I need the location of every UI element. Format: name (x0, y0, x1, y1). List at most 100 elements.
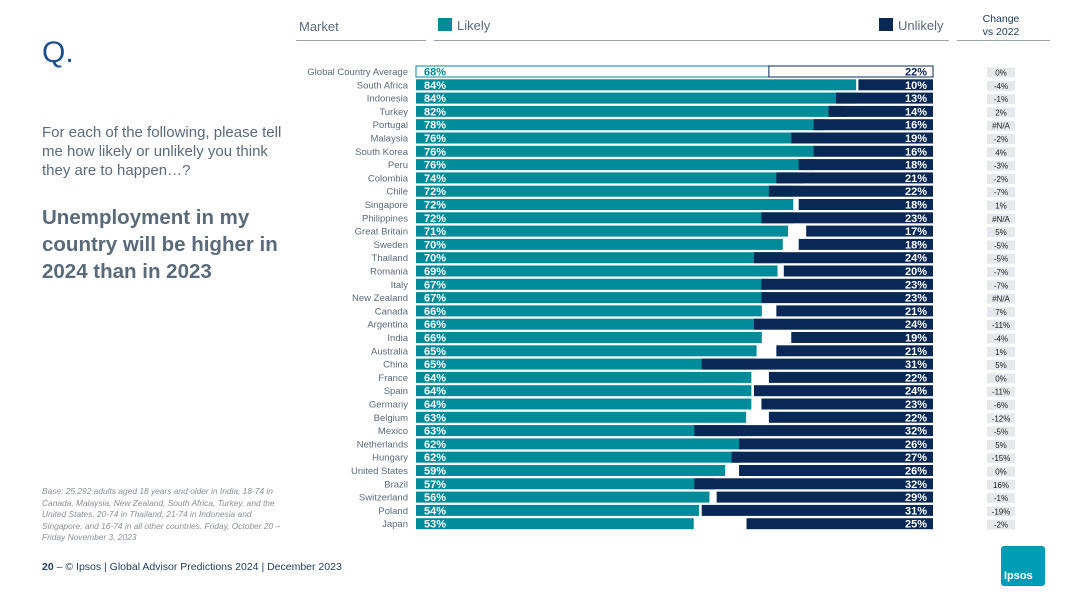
category-label: Hungary (372, 453, 408, 464)
change-value-label: 0% (995, 69, 1007, 78)
likely-bar (416, 425, 747, 437)
change-cell (987, 120, 1015, 131)
change-cell (987, 213, 1015, 224)
change-cell (987, 107, 1015, 118)
likely-bar (416, 119, 825, 131)
change-value-label: 5% (995, 228, 1007, 237)
likely-value-label: 65% (424, 359, 446, 371)
change-value-label: -2% (994, 175, 1008, 184)
unlikely-value-label: 18% (905, 239, 927, 251)
change-value-label: -5% (994, 255, 1008, 264)
likely-bar (416, 411, 747, 423)
likely-bar (416, 465, 726, 476)
change-value-label: #N/A (992, 295, 1010, 304)
change-cell (987, 267, 1015, 277)
change-cell (987, 400, 1015, 410)
likely-value-label: 76% (424, 133, 446, 145)
likely-value-label: 71% (424, 226, 446, 238)
likely-value-label: 70% (424, 239, 446, 251)
likely-value-label: 76% (424, 160, 446, 172)
change-cell (987, 426, 1015, 437)
footer: 20 – © Ipsos | Global Advisor Prediction… (42, 561, 342, 573)
unlikely-bar (746, 518, 933, 530)
category-label: Chile (386, 187, 408, 198)
likely-value-label: 63% (424, 412, 446, 424)
change-header-rule (957, 40, 1050, 41)
change-cell (987, 346, 1015, 357)
likely-bar (416, 332, 762, 343)
likely-value-label: 84% (424, 80, 446, 92)
change-value-label: -5% (994, 428, 1008, 437)
unlikely-value-label: 19% (905, 133, 927, 145)
unlikely-value-label: 22% (905, 412, 927, 424)
unlikely-legend-label: Unlikely (898, 18, 944, 33)
likely-bar (416, 265, 778, 277)
category-label: Romania (370, 267, 409, 278)
likely-bar (416, 438, 741, 450)
likely-value-label: 65% (424, 346, 446, 358)
change-header-line2: vs 2022 (982, 26, 1020, 38)
likely-value-label: 56% (424, 492, 446, 504)
unlikely-legend-swatch (879, 18, 893, 31)
change-value-label: -2% (994, 521, 1008, 530)
unlikely-bar (791, 332, 933, 343)
unlikely-value-label: 17% (905, 226, 927, 238)
likely-bar (416, 358, 757, 370)
change-cell (987, 200, 1015, 211)
change-value-label: -12% (992, 414, 1011, 423)
category-label: Netherlands (357, 439, 408, 450)
unlikely-value-label: 22% (905, 372, 927, 384)
change-value-label: -6% (994, 401, 1008, 410)
change-cell (987, 293, 1015, 304)
ipsos-logo (1001, 546, 1045, 586)
change-cell (987, 439, 1015, 450)
likely-value-label: 82% (424, 106, 446, 118)
change-value-label: -1% (994, 95, 1008, 104)
likely-bar (416, 92, 857, 104)
unlikely-value-label: 20% (905, 266, 927, 278)
change-value-label: -4% (994, 335, 1008, 344)
category-label: Poland (378, 506, 408, 517)
change-value-label: -7% (994, 188, 1008, 197)
change-cell (987, 386, 1015, 397)
unlikely-bar (776, 172, 933, 184)
likely-bar (416, 305, 762, 317)
change-cell (987, 240, 1015, 251)
unlikely-bar (761, 278, 933, 290)
likely-bar (416, 345, 757, 357)
category-label: South Korea (355, 147, 409, 158)
change-cell (987, 333, 1015, 344)
likely-value-label: 74% (424, 173, 446, 185)
unlikely-value-label: 21% (905, 306, 927, 318)
unlikely-value-label: 22% (905, 67, 927, 79)
likely-value-label: 67% (424, 293, 446, 305)
likely-bar (416, 172, 804, 184)
change-value-label: 0% (995, 374, 1007, 383)
likely-bar (416, 238, 783, 250)
change-value-label: #N/A (992, 215, 1010, 224)
category-label: Italy (391, 280, 409, 291)
unlikely-bar (828, 105, 933, 117)
ipsos-logo-text: Ipsos (1004, 570, 1033, 582)
category-label: Belgium (374, 413, 408, 424)
category-label: Portugal (373, 120, 408, 131)
unlikely-value-label: 18% (905, 200, 927, 212)
likely-bar (416, 185, 794, 197)
likely-bar (416, 478, 715, 490)
likely-bar (416, 145, 815, 157)
likely-bar (415, 65, 773, 78)
category-label: India (387, 333, 408, 344)
unlikely-value-label: 10% (905, 80, 927, 92)
likely-value-label: 70% (424, 253, 446, 265)
change-cell (987, 479, 1015, 490)
change-cell (987, 94, 1015, 105)
unlikely-value-label: 23% (905, 293, 927, 305)
likely-value-label: 66% (424, 319, 446, 331)
unlikely-bar (739, 438, 933, 450)
question-marker: Q. (42, 36, 74, 69)
category-label: China (383, 360, 409, 371)
change-value-label: 2% (995, 108, 1007, 117)
change-cell (987, 306, 1015, 317)
unlikely-bar (806, 225, 933, 237)
change-value-label: 5% (995, 441, 1007, 450)
